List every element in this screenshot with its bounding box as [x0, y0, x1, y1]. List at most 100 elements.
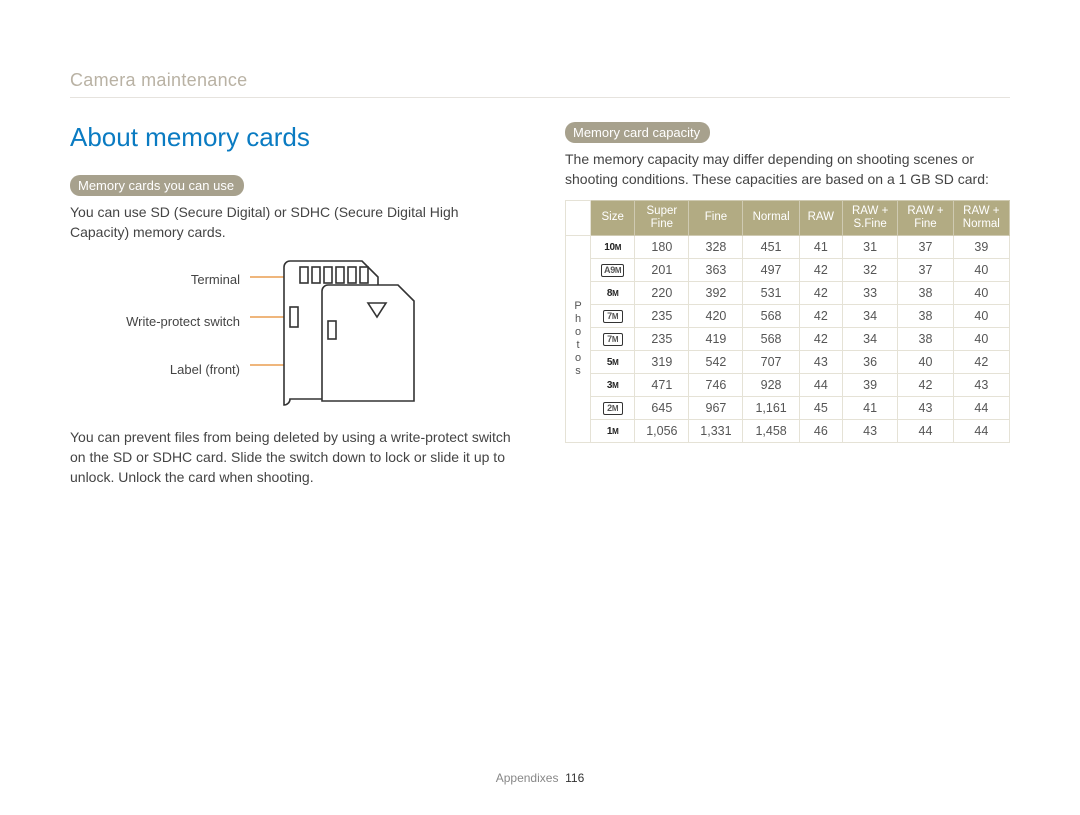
table-cell: 220: [635, 282, 689, 305]
table-cell: 319: [635, 351, 689, 374]
table-cell: 44: [953, 397, 1009, 420]
table-cell: 41: [799, 236, 842, 259]
table-cell: 746: [689, 374, 743, 397]
table-cell: 235: [635, 305, 689, 328]
table-cell: 392: [689, 282, 743, 305]
table-row: A9M20136349742323740: [566, 259, 1010, 282]
table-cell: 43: [898, 397, 953, 420]
table-row: 3M47174692844394243: [566, 374, 1010, 397]
table-cell: 36: [842, 351, 897, 374]
page-footer: Appendixes 116: [0, 771, 1080, 785]
diagram-label-wps: Write-protect switch: [126, 315, 240, 328]
usable-outro: You can prevent files from being deleted…: [70, 427, 515, 488]
table-cell: 38: [898, 282, 953, 305]
sd-card-icon: [250, 257, 480, 407]
table-corner: [566, 200, 591, 235]
table-cell: 1,331: [689, 420, 743, 443]
size-cell: 1M: [591, 420, 635, 443]
table-cell: 43: [842, 420, 897, 443]
table-cell: 44: [953, 420, 1009, 443]
table-cell: 419: [689, 328, 743, 351]
table-cell: 180: [635, 236, 689, 259]
table-header: RAW +Normal: [953, 200, 1009, 235]
table-cell: 40: [953, 259, 1009, 282]
size-cell: 3M: [591, 374, 635, 397]
table-cell: 235: [635, 328, 689, 351]
table-cell: 39: [842, 374, 897, 397]
table-cell: 43: [799, 351, 842, 374]
table-cell: 497: [743, 259, 799, 282]
table-cell: 1,056: [635, 420, 689, 443]
table-cell: 1,458: [743, 420, 799, 443]
row-group-photos: Photos: [566, 236, 591, 443]
table-cell: 31: [842, 236, 897, 259]
table-cell: 34: [842, 328, 897, 351]
table-row: 7M23542056842343840: [566, 305, 1010, 328]
size-cell: 7M: [591, 328, 635, 351]
table-cell: 40: [953, 328, 1009, 351]
table-cell: 45: [799, 397, 842, 420]
table-header: RAW +S.Fine: [842, 200, 897, 235]
table-header: RAW +Fine: [898, 200, 953, 235]
size-cell: A9M: [591, 259, 635, 282]
table-row: Photos10M18032845141313739: [566, 236, 1010, 259]
table-cell: 33: [842, 282, 897, 305]
table-row: 1M1,0561,3311,45846434444: [566, 420, 1010, 443]
table-cell: 542: [689, 351, 743, 374]
table-cell: 201: [635, 259, 689, 282]
table-cell: 928: [743, 374, 799, 397]
table-cell: 40: [953, 282, 1009, 305]
table-cell: 38: [898, 305, 953, 328]
breadcrumb: Camera maintenance: [70, 70, 1010, 91]
table-header: SuperFine: [635, 200, 689, 235]
size-cell: 5M: [591, 351, 635, 374]
table-cell: 568: [743, 305, 799, 328]
usable-intro: You can use SD (Secure Digital) or SDHC …: [70, 202, 515, 243]
table-row: 5M31954270743364042: [566, 351, 1010, 374]
table-header: RAW: [799, 200, 842, 235]
table-cell: 707: [743, 351, 799, 374]
capacity-table: SizeSuperFineFineNormalRAWRAW +S.FineRAW…: [565, 200, 1010, 443]
table-cell: 37: [898, 236, 953, 259]
section-pill-usable: Memory cards you can use: [70, 175, 244, 196]
size-cell: 2M: [591, 397, 635, 420]
table-cell: 645: [635, 397, 689, 420]
size-cell: 7M: [591, 305, 635, 328]
table-cell: 1,161: [743, 397, 799, 420]
table-cell: 531: [743, 282, 799, 305]
size-cell: 10M: [591, 236, 635, 259]
divider: [70, 97, 1010, 98]
table-cell: 40: [953, 305, 1009, 328]
table-cell: 363: [689, 259, 743, 282]
right-column: Memory card capacity The memory capacity…: [565, 122, 1010, 487]
table-cell: 42: [799, 282, 842, 305]
page-title: About memory cards: [70, 122, 515, 153]
capacity-intro: The memory capacity may differ depending…: [565, 149, 1010, 190]
table-cell: 44: [799, 374, 842, 397]
table-cell: 37: [898, 259, 953, 282]
table-cell: 34: [842, 305, 897, 328]
table-cell: 967: [689, 397, 743, 420]
table-cell: 40: [898, 351, 953, 374]
table-row: 8M22039253142333840: [566, 282, 1010, 305]
table-cell: 42: [799, 259, 842, 282]
footer-page-number: 116: [565, 771, 584, 785]
table-cell: 451: [743, 236, 799, 259]
footer-section: Appendixes: [496, 771, 559, 785]
diagram-label-terminal: Terminal: [191, 273, 240, 286]
table-header: Fine: [689, 200, 743, 235]
table-cell: 42: [799, 328, 842, 351]
table-cell: 32: [842, 259, 897, 282]
section-pill-capacity: Memory card capacity: [565, 122, 710, 143]
table-cell: 42: [953, 351, 1009, 374]
table-cell: 46: [799, 420, 842, 443]
left-column: About memory cards Memory cards you can …: [70, 122, 515, 487]
size-cell: 8M: [591, 282, 635, 305]
table-cell: 38: [898, 328, 953, 351]
table-row: 2M6459671,16145414344: [566, 397, 1010, 420]
sd-card-diagram: Terminal Write-protect switch Label (fro…: [70, 257, 515, 407]
table-cell: 328: [689, 236, 743, 259]
table-header: Normal: [743, 200, 799, 235]
table-cell: 420: [689, 305, 743, 328]
table-cell: 39: [953, 236, 1009, 259]
